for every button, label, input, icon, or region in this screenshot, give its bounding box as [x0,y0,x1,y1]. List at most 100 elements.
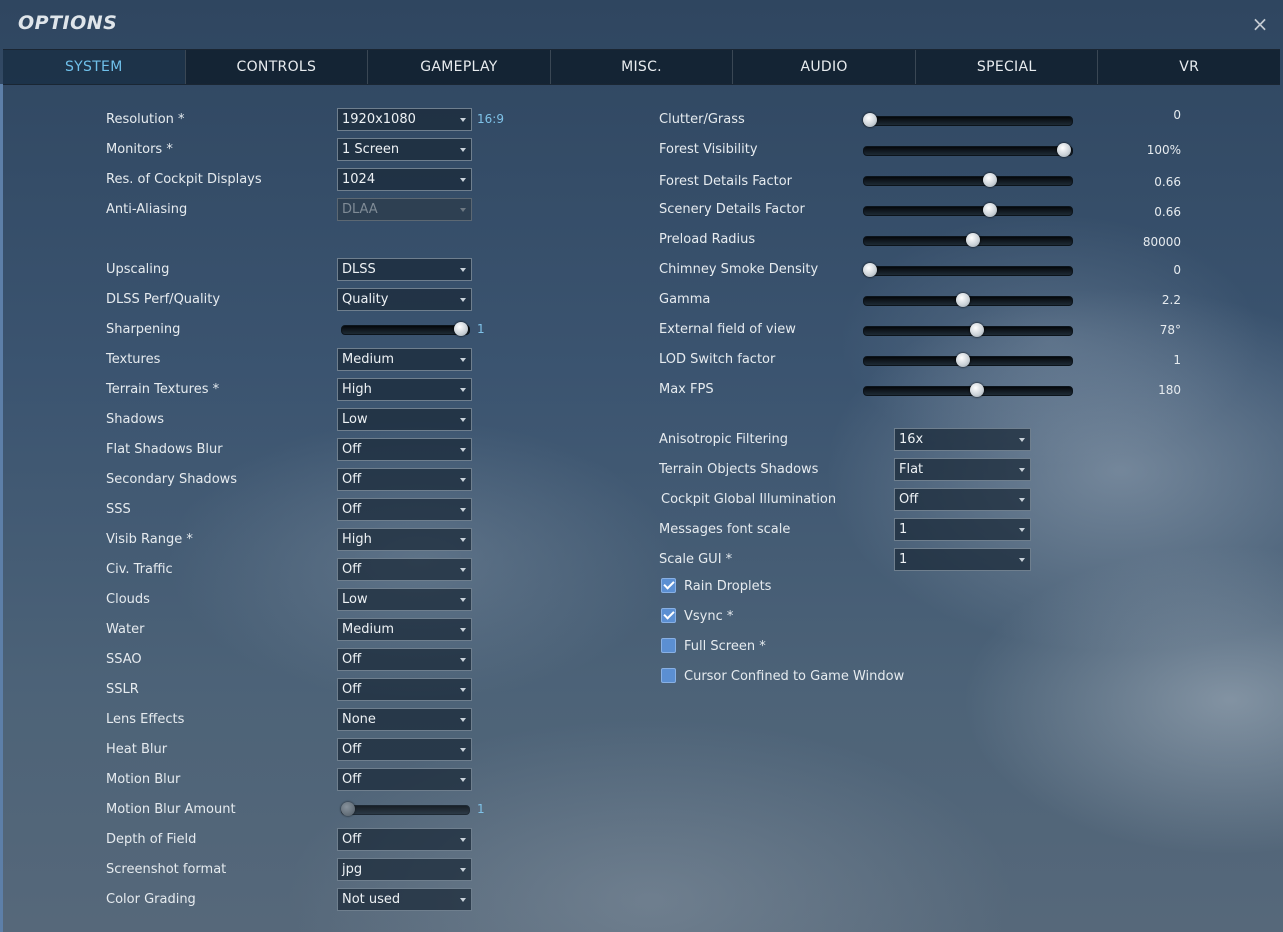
preload-radius-label: Preload Radius [659,232,756,247]
tab-audio[interactable]: AUDIO [733,50,916,84]
sharpening-slider[interactable] [341,322,470,336]
slider-handle[interactable] [983,173,998,187]
tab-special[interactable]: SPECIAL [916,50,1099,84]
chimney-smoke-label: Chimney Smoke Density [659,262,819,277]
full-screen-checkbox[interactable] [661,638,676,653]
forest-visibility-slider[interactable] [863,143,1073,157]
options-window: OPTIONS × SYSTEM CONTROLS GAMEPLAY MISC.… [3,0,1280,932]
secondary-shadows-dropdown[interactable]: Off [337,468,472,491]
slider-handle[interactable] [956,293,971,307]
flat-shadows-blur-dropdown[interactable]: Off [337,438,472,461]
forest-details-label: Forest Details Factor [659,174,793,189]
slider-handle[interactable] [863,263,877,277]
preload-radius-value: 80000 [1142,235,1181,249]
tab-vr[interactable]: VR [1179,59,1200,75]
water-label: Water [106,622,145,637]
cockpit-displays-dropdown[interactable]: 1024 [337,168,472,191]
dlss-perf-dropdown[interactable]: Quality [337,288,472,311]
civ-traffic-dropdown[interactable]: Off [337,558,472,581]
chevron-down-icon [460,208,466,212]
anisotropic-dropdown[interactable]: 16x [894,428,1031,451]
chevron-down-icon [460,568,466,572]
lens-effects-dropdown[interactable]: None [337,708,472,731]
color-grading-dropdown[interactable]: Not used [337,888,472,911]
chevron-down-icon [460,478,466,482]
gamma-slider[interactable] [863,293,1073,307]
slider-handle[interactable] [983,203,998,217]
depth-of-field-dropdown[interactable]: Off [337,828,472,851]
slider-handle[interactable] [969,383,984,397]
slider-handle[interactable] [1057,143,1071,157]
monitors-label: Monitors * [106,142,173,157]
msg-font-scale-dropdown[interactable]: 1 [894,518,1031,541]
tab-system[interactable]: SYSTEM [3,50,186,84]
slider-handle[interactable] [863,113,877,127]
terrain-textures-dropdown[interactable]: High [337,378,472,401]
clouds-dropdown[interactable]: Low [337,588,472,611]
anisotropic-label: Anisotropic Filtering [659,432,789,447]
cockpit-gi-dropdown[interactable]: Off [894,488,1031,511]
tab-gameplay[interactable]: GAMEPLAY [368,50,551,84]
external-fov-value: 78° [1159,323,1181,337]
chevron-down-icon [460,868,466,872]
chevron-down-icon [1019,528,1025,532]
shadows-dropdown[interactable]: Low [337,408,472,431]
scenery-details-value: 0.66 [1154,205,1181,219]
slider-handle[interactable] [956,353,971,367]
monitors-dropdown[interactable]: 1 Screen [337,138,472,161]
visib-range-dropdown[interactable]: High [337,528,472,551]
terrain-obj-shadows-dropdown[interactable]: Flat [894,458,1031,481]
upscaling-dropdown[interactable]: DLSS [337,258,472,281]
aspect-ratio: 16:9 [477,112,504,126]
chevron-down-icon [1019,498,1025,502]
heat-blur-value: Off [342,742,362,757]
external-fov-slider[interactable] [863,323,1073,337]
forest-visibility-value: 100% [1146,143,1181,157]
slider-handle[interactable] [969,323,984,337]
clutter-value: 0 [1173,108,1181,122]
lod-switch-slider[interactable] [863,353,1073,367]
secondary-shadows-label: Secondary Shadows [106,472,238,487]
cockpit-displays-value: 1024 [342,172,376,187]
clutter-slider[interactable] [863,113,1073,127]
slider-handle [341,802,355,816]
sss-dropdown[interactable]: Off [337,498,472,521]
chevron-down-icon [460,148,466,152]
chimney-smoke-value: 0 [1173,263,1181,277]
scale-gui-dropdown[interactable]: 1 [894,548,1031,571]
rain-droplets-checkbox[interactable] [661,578,676,593]
rain-droplets-label: Rain Droplets [684,579,772,594]
ssao-dropdown[interactable]: Off [337,648,472,671]
tab-misc[interactable]: MISC. [551,50,734,84]
sharpening-label: Sharpening [106,322,181,337]
sharpening-value: 1 [477,322,485,336]
forest-details-slider[interactable] [863,173,1073,187]
water-dropdown[interactable]: Medium [337,618,472,641]
heat-blur-dropdown[interactable]: Off [337,738,472,761]
tab-controls[interactable]: CONTROLS [186,50,369,84]
slider-handle[interactable] [965,233,980,247]
visib-range-label: Visib Range * [106,532,193,547]
cursor-confined-checkbox[interactable] [661,668,676,683]
motion-blur-dropdown[interactable]: Off [337,768,472,791]
close-icon[interactable]: × [1251,12,1269,36]
forest-details-value: 0.66 [1154,175,1181,189]
max-fps-slider[interactable] [863,383,1073,397]
vsync-checkbox[interactable] [661,608,676,623]
textures-dropdown[interactable]: Medium [337,348,472,371]
title-bar: OPTIONS × [3,0,1280,50]
color-grading-value: Not used [342,892,401,907]
scenery-details-slider[interactable] [863,203,1073,217]
forest-visibility-label: Forest Visibility [659,142,758,157]
motion-blur-label: Motion Blur [106,772,181,787]
slider-handle[interactable] [454,322,468,336]
resolution-dropdown[interactable]: 1920x1080 [337,108,472,131]
chimney-smoke-slider[interactable] [863,263,1073,277]
screenshot-format-value: jpg [342,862,363,877]
upscaling-value: DLSS [342,262,376,277]
preload-radius-slider[interactable] [863,233,1073,247]
screenshot-format-dropdown[interactable]: jpg [337,858,472,881]
sslr-dropdown[interactable]: Off [337,678,472,701]
vsync-label: Vsync * [684,609,734,624]
chevron-down-icon [460,628,466,632]
